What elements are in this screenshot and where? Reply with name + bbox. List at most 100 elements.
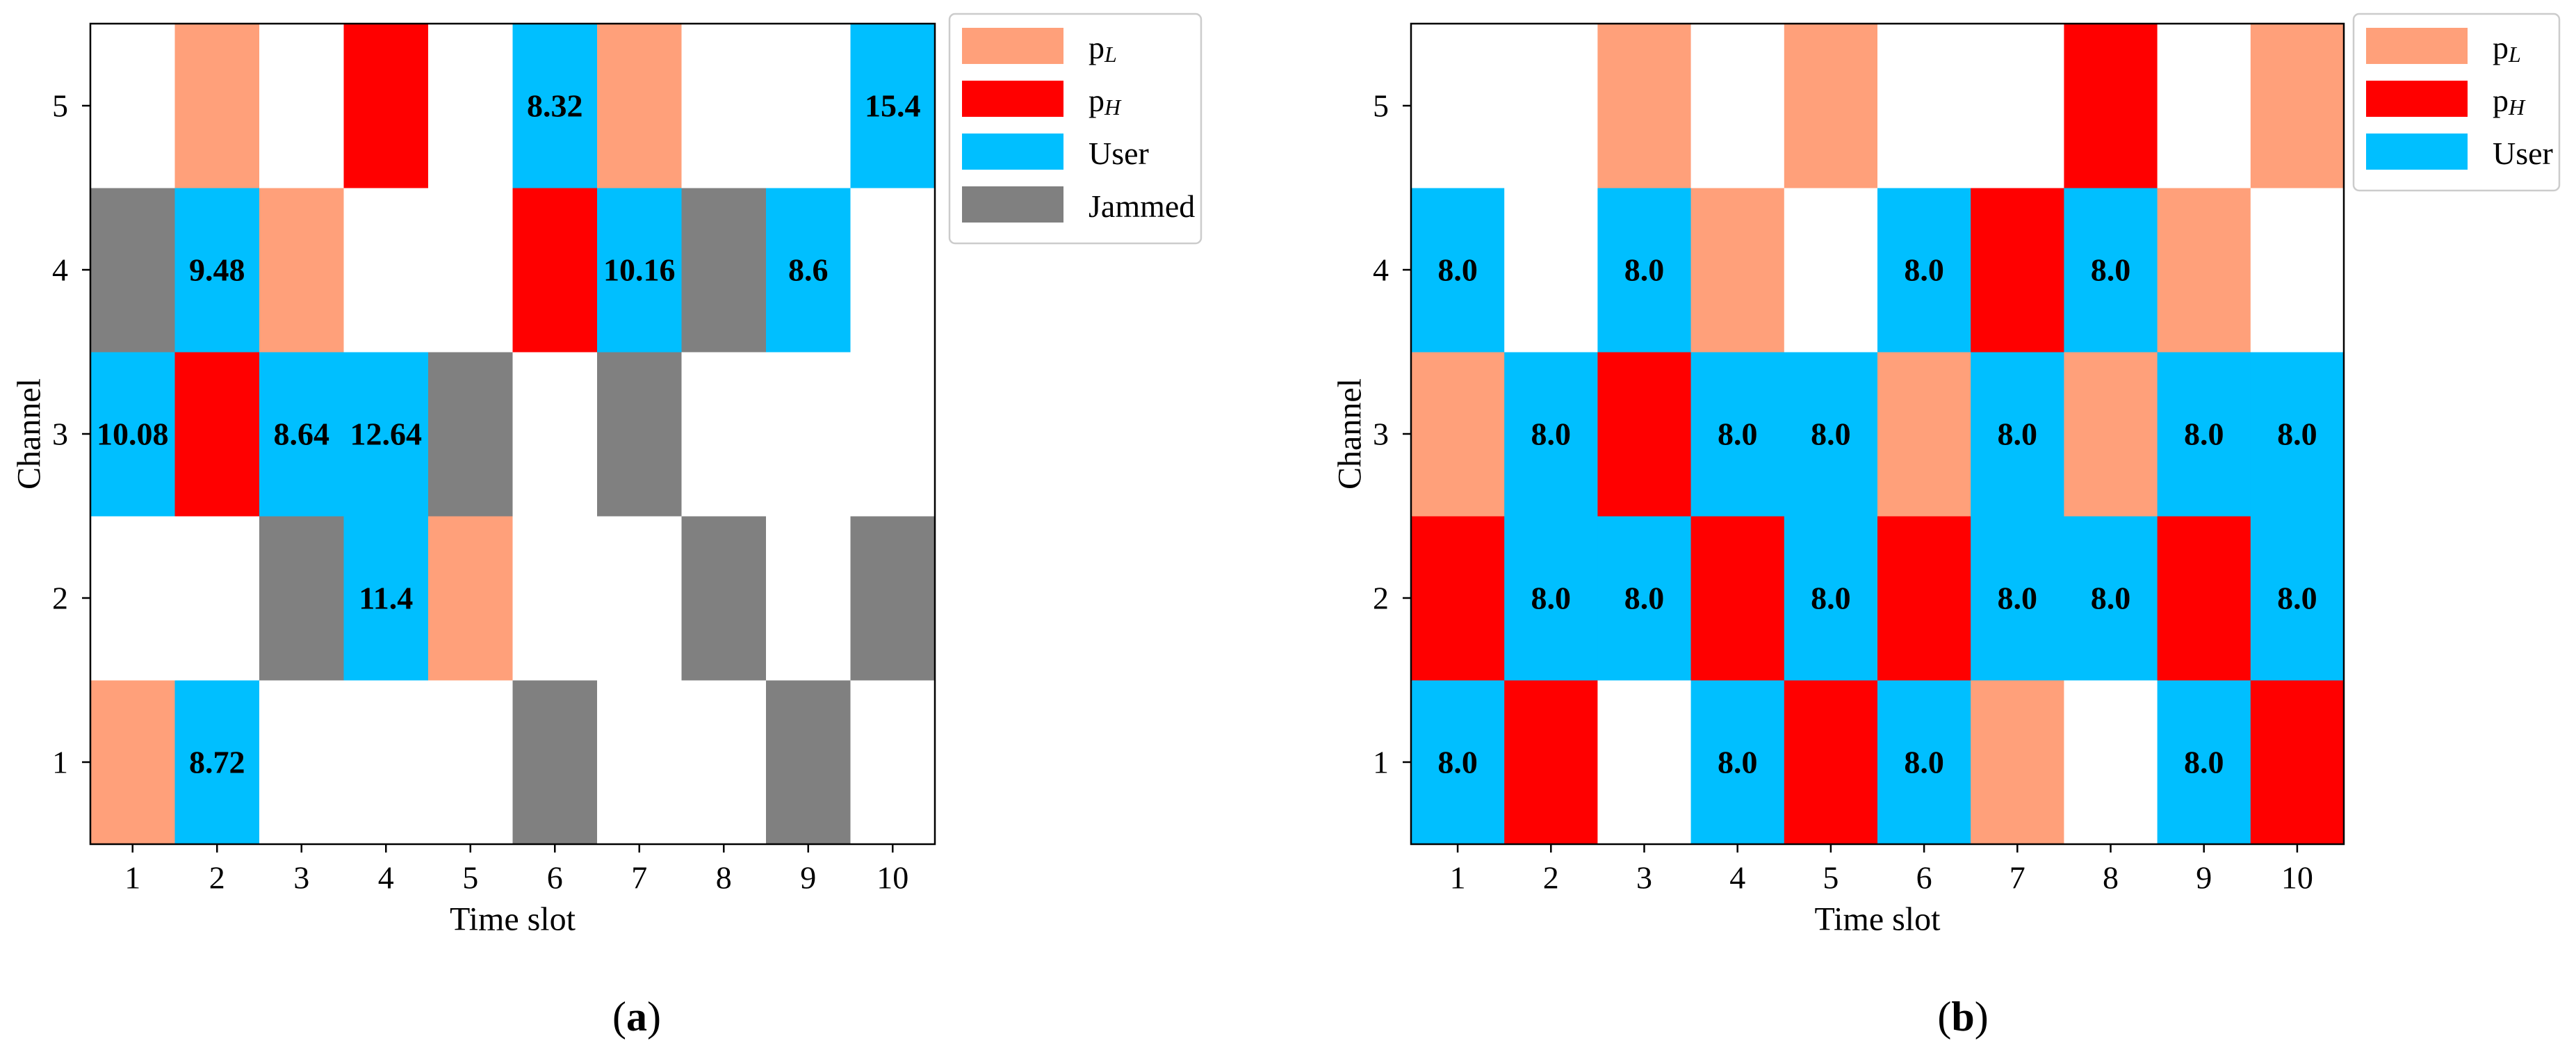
x-tick-label: 10 <box>2281 860 2313 896</box>
x-tick-label: 5 <box>1823 860 1839 896</box>
cell-ch2-t3-jammed <box>259 516 344 681</box>
cell-ch2-t7-user <box>1971 516 2064 681</box>
panel-label: (b) <box>1937 994 1988 1040</box>
y-axis-label: Channel <box>1332 378 1369 490</box>
legend-swatch-jammed <box>962 186 1063 223</box>
cell-value-label: 8.0 <box>2277 581 2317 616</box>
y-tick-label: 4 <box>1373 252 1389 288</box>
cell-ch3-t2-ph <box>174 352 260 517</box>
cell-value-label: 8.0 <box>2091 581 2131 616</box>
cell-ch5-t6-user <box>512 24 598 188</box>
cell-ch3-t2-user <box>1504 352 1598 517</box>
legend-swatch-user <box>2366 134 2468 170</box>
cell-ch2-t2-empty <box>174 516 260 681</box>
cell-ch2-t10-user <box>2250 516 2345 681</box>
panel-label: (a) <box>612 994 661 1040</box>
cell-value-label: 8.32 <box>527 88 583 124</box>
cell-ch3-t9-user <box>2157 352 2251 517</box>
cell-ch1-t7-empty <box>597 680 682 845</box>
cell-ch3-t6-pl <box>1877 352 1971 517</box>
cell-ch5-t8-empty <box>681 24 767 188</box>
cell-value-label: 8.0 <box>2184 745 2224 780</box>
legend-label-ph: pH <box>2493 83 2526 120</box>
y-tick-label: 5 <box>52 88 68 124</box>
x-tick-label: 2 <box>1543 860 1559 896</box>
legend-label-jammed: Jammed <box>1089 188 1195 224</box>
cell-ch5-t7-empty <box>1971 24 2064 188</box>
cell-value-label: 8.6 <box>788 252 829 288</box>
cell-value-label: 8.0 <box>1998 581 2038 616</box>
legend-label-user: User <box>1089 136 1149 171</box>
cell-ch4-t4-pl <box>1690 188 1785 353</box>
cell-ch2-t1-ph <box>1411 516 1505 681</box>
cell-ch4-t2-user <box>174 188 260 353</box>
cell-value-label: 8.0 <box>1904 745 1944 780</box>
cell-ch4-t7-ph <box>1971 188 2064 353</box>
cell-value-label: 11.4 <box>359 581 413 616</box>
cell-value-label: 10.16 <box>603 252 676 288</box>
cell-ch3-t1-user <box>90 352 175 517</box>
cell-ch5-t5-empty <box>428 24 513 188</box>
y-tick-label: 3 <box>1373 417 1389 452</box>
cell-value-label: 8.0 <box>1624 581 1665 616</box>
y-tick-label: 2 <box>52 581 68 616</box>
cell-ch5-t5-pl <box>1784 24 1878 188</box>
cell-ch5-t4-ph <box>343 24 429 188</box>
cell-ch1-t9-user <box>2157 680 2251 845</box>
cell-ch5-t3-pl <box>1597 24 1692 188</box>
cell-ch5-t9-empty <box>2157 24 2251 188</box>
cell-ch2-t6-ph <box>1877 516 1971 681</box>
cell-ch3-t8-empty <box>681 352 767 517</box>
cell-ch3-t8-pl <box>2064 352 2158 517</box>
x-tick-label: 7 <box>631 860 647 896</box>
cell-ch4-t4-empty <box>343 188 429 353</box>
cell-ch2-t9-empty <box>766 516 851 681</box>
cell-ch1-t7-pl <box>1971 680 2064 845</box>
cell-ch1-t6-jammed <box>512 680 598 845</box>
x-tick-label: 1 <box>124 860 140 896</box>
cell-ch5-t1-empty <box>1411 24 1505 188</box>
cell-ch1-t1-pl <box>90 680 175 845</box>
cell-ch2-t5-user <box>1784 516 1878 681</box>
cell-value-label: 8.0 <box>1811 417 1851 452</box>
cell-ch2-t5-pl <box>428 516 513 681</box>
cell-value-label: 8.0 <box>1531 417 1572 452</box>
x-tick-label: 9 <box>800 860 816 896</box>
cell-ch1-t1-user <box>1411 680 1505 845</box>
cell-ch3-t3-ph <box>1597 352 1692 517</box>
cell-ch4-t5-empty <box>1784 188 1878 353</box>
cell-ch4-t6-user <box>1877 188 1971 353</box>
cell-ch4-t7-user <box>597 188 682 353</box>
cell-ch4-t1-user <box>1411 188 1505 353</box>
cell-ch4-t3-pl <box>259 188 344 353</box>
cell-value-label: 9.48 <box>189 252 245 288</box>
cell-ch1-t2-ph <box>1504 680 1598 845</box>
cell-ch3-t5-jammed <box>428 352 513 517</box>
legend-label-ph: pH <box>1089 83 1122 120</box>
cell-value-label: 8.72 <box>189 745 245 780</box>
cell-ch2-t8-user <box>2064 516 2158 681</box>
cell-ch4-t8-jammed <box>681 188 767 353</box>
cell-ch1-t3-empty <box>259 680 344 845</box>
cell-ch4-t5-empty <box>428 188 513 353</box>
cell-value-label: 8.0 <box>1624 252 1665 288</box>
cell-value-label: 8.64 <box>274 417 330 452</box>
cell-ch4-t3-user <box>1597 188 1692 353</box>
cell-value-label: 8.0 <box>2184 417 2224 452</box>
legend-swatch-user <box>962 134 1063 170</box>
cell-ch3-t7-user <box>1971 352 2064 517</box>
y-tick-label: 5 <box>1373 88 1389 124</box>
cell-ch2-t8-jammed <box>681 516 767 681</box>
y-axis-label: Channel <box>11 378 48 490</box>
y-tick-label: 2 <box>1373 581 1389 616</box>
x-tick-label: 7 <box>2010 860 2025 896</box>
cell-ch5-t6-empty <box>1877 24 1971 188</box>
legend-label-pl: pL <box>1089 30 1117 67</box>
cell-ch2-t4-ph <box>1690 516 1785 681</box>
cell-ch3-t4-user <box>343 352 429 517</box>
x-tick-label: 6 <box>547 860 563 896</box>
legend-swatch-ph <box>2366 81 2468 117</box>
cell-ch5-t10-user <box>850 24 936 188</box>
cell-ch1-t3-empty <box>1597 680 1692 845</box>
